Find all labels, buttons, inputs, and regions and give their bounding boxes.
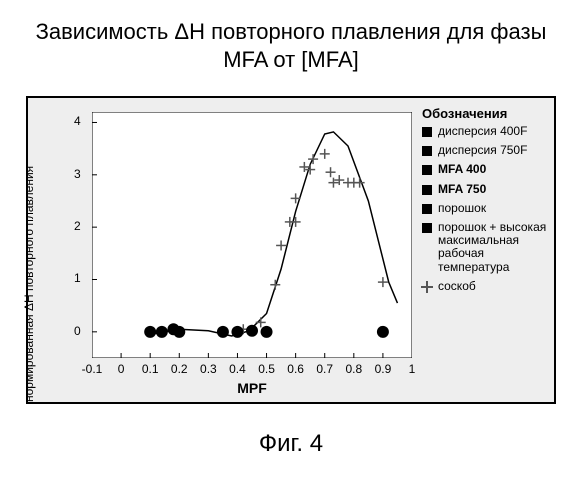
x-tick-label: 0.7 xyxy=(313,362,337,376)
x-tick-label: 0.6 xyxy=(284,362,308,376)
square-icon xyxy=(422,165,432,175)
legend-item: порошок xyxy=(422,202,548,215)
legend-item: порошок + высокая максимальная рабочая т… xyxy=(422,221,548,274)
legend-title: Обозначения xyxy=(422,106,548,121)
x-tick-label: 0.4 xyxy=(225,362,249,376)
legend-label: порошок xyxy=(438,202,548,215)
legend-item: дисперсия 750F xyxy=(422,144,548,157)
x-tick-label: 0.9 xyxy=(371,362,395,376)
figure-frame: нормированная ΔН повторного плавления -0… xyxy=(26,96,556,404)
legend-item: MFA 750 xyxy=(422,183,548,196)
plot-area xyxy=(92,112,412,358)
x-tick-label: 0.5 xyxy=(255,362,279,376)
plus-icon xyxy=(422,282,432,292)
x-tick-label: 0.1 xyxy=(138,362,162,376)
y-axis-label-wrap: нормированная ΔН повторного плавления xyxy=(36,98,54,402)
y-axis-label: нормированная ΔН повторного плавления xyxy=(22,166,36,402)
legend-label: MFA 400 xyxy=(438,163,548,176)
square-icon xyxy=(422,127,432,137)
x-axis-label: MPF xyxy=(92,380,412,396)
x-tick-label: 0.2 xyxy=(167,362,191,376)
y-tick-label: 0 xyxy=(74,324,81,338)
square-icon xyxy=(422,146,432,156)
x-tick-label: -0.1 xyxy=(80,362,104,376)
x-tick-label: 1 xyxy=(400,362,424,376)
legend-label: MFA 750 xyxy=(438,183,548,196)
y-tick-label: 2 xyxy=(74,219,81,233)
legend-item: MFA 400 xyxy=(422,163,548,176)
legend-items: дисперсия 400F дисперсия 750F MFA 400 MFA 7… xyxy=(422,125,548,293)
chart-title: Зависимость ΔН повторного плавления для … xyxy=(0,0,582,81)
legend: Обозначения дисперсия 400F дисперсия 750F… xyxy=(422,106,548,299)
square-icon xyxy=(422,185,432,195)
x-tick-label: 0.8 xyxy=(342,362,366,376)
legend-item: соскоб xyxy=(422,280,548,293)
legend-label: дисперсия 750F xyxy=(438,144,548,157)
legend-item: дисперсия 400F xyxy=(422,125,548,138)
square-icon xyxy=(422,204,432,214)
y-tick-label: 3 xyxy=(74,167,81,181)
plot-svg xyxy=(92,112,412,358)
x-tick-label: 0 xyxy=(109,362,133,376)
figure-caption: Фиг. 4 xyxy=(0,430,582,458)
x-tick-label: 0.3 xyxy=(196,362,220,376)
legend-label: порошок + высокая максимальная рабочая т… xyxy=(438,221,548,274)
square-icon xyxy=(422,223,432,233)
y-tick-label: 4 xyxy=(74,114,81,128)
legend-label: соскоб xyxy=(438,280,548,293)
y-tick-label: 1 xyxy=(74,271,81,285)
page: Зависимость ΔН повторного плавления для … xyxy=(0,0,582,500)
legend-label: дисперсия 400F xyxy=(438,125,548,138)
